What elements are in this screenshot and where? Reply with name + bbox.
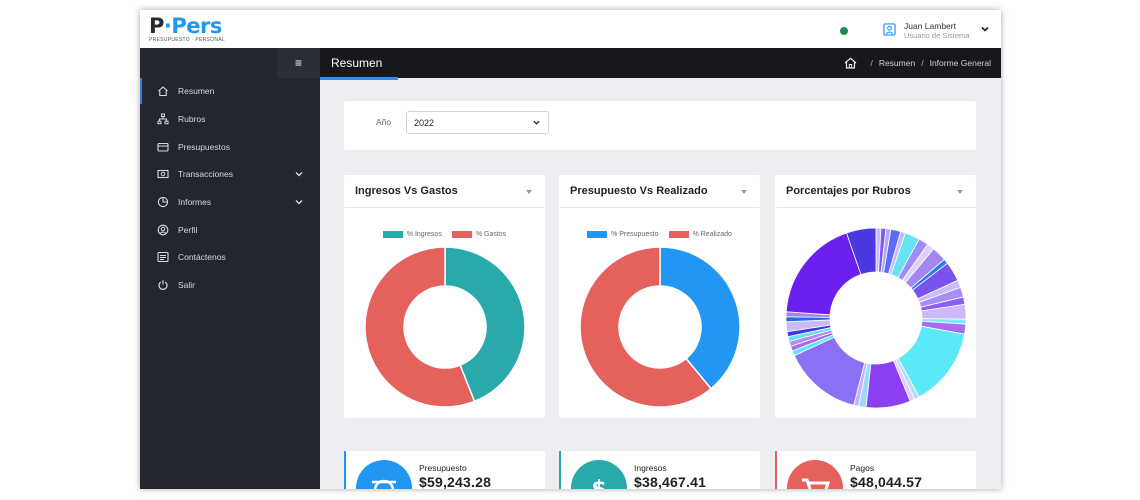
breadcrumb: / Resumen / Informe General bbox=[844, 57, 991, 69]
caret-down-icon[interactable] bbox=[741, 190, 747, 194]
menu-toggle-button[interactable]: ≡ bbox=[277, 48, 320, 78]
stat-label: Ingresos bbox=[634, 463, 667, 473]
donut-chart[interactable] bbox=[579, 246, 741, 408]
chart-card-porcentajes-por-rubros: Porcentajes por Rubros bbox=[775, 175, 976, 418]
chart-legend: % Presupuesto % Realizado bbox=[559, 231, 760, 238]
sitemap-icon bbox=[157, 113, 169, 125]
caret-down-icon[interactable] bbox=[957, 190, 963, 194]
stat-card-presupuesto: Presupuesto $59,243.28 bbox=[344, 451, 545, 489]
cart-icon bbox=[787, 460, 843, 489]
stat-card-pagos: Pagos $48,044.57 bbox=[775, 451, 976, 489]
home-icon[interactable] bbox=[844, 57, 857, 69]
year-label: Año bbox=[376, 117, 392, 127]
year-filter-card: Año 2022 bbox=[344, 101, 976, 150]
breadcrumb-item-resumen[interactable]: Resumen bbox=[878, 58, 916, 68]
donut-slice[interactable] bbox=[444, 246, 526, 403]
chart-legend: % Ingresos % Gastos bbox=[344, 231, 545, 238]
stat-value: $59,243.28 bbox=[419, 474, 492, 489]
donut-slice[interactable] bbox=[364, 246, 476, 408]
money-icon bbox=[157, 169, 169, 179]
sidebar-item-informes[interactable]: Informes bbox=[140, 189, 320, 215]
legend-item[interactable]: % Presupuesto bbox=[587, 231, 659, 238]
caret-down-icon[interactable] bbox=[526, 190, 532, 194]
top-bar: P·Pers PRESUPUESTO · PERSONAL Juan Lambe… bbox=[140, 10, 1001, 48]
stat-card-ingresos: $ Ingresos $38,467.41 bbox=[559, 451, 760, 489]
pie-chart-icon bbox=[157, 196, 169, 208]
stat-value: $38,467.41 bbox=[634, 474, 707, 489]
message-icon bbox=[157, 251, 169, 263]
legend-swatch bbox=[382, 231, 403, 238]
stat-label: Pagos bbox=[850, 463, 875, 473]
donut-slice[interactable] bbox=[579, 246, 713, 408]
legend-item[interactable]: % Realizado bbox=[668, 231, 732, 238]
chevron-down-icon bbox=[295, 200, 303, 205]
user-name: Juan Lambert bbox=[904, 21, 956, 31]
legend-swatch bbox=[451, 231, 472, 238]
user-menu[interactable]: Juan Lambert Usuario de Sistema bbox=[883, 21, 989, 41]
user-badge-icon bbox=[883, 23, 896, 36]
sidebar-item-resumen[interactable]: Resumen bbox=[140, 78, 320, 104]
breadcrumb-item-informe-general: Informe General bbox=[929, 58, 991, 68]
card-title: Presupuesto Vs Realizado bbox=[570, 185, 708, 197]
donut-chart[interactable] bbox=[785, 227, 967, 409]
svg-text:$: $ bbox=[591, 477, 606, 489]
legend-item[interactable]: % Gastos bbox=[451, 231, 506, 238]
app-window: P·Pers PRESUPUESTO · PERSONAL Juan Lambe… bbox=[140, 10, 1001, 489]
legend-item[interactable]: % Ingresos bbox=[382, 231, 442, 238]
legend-swatch bbox=[668, 231, 689, 238]
dollar-icon: $ bbox=[571, 460, 627, 489]
card-title: Porcentajes por Rubros bbox=[786, 185, 911, 197]
sidebar bbox=[140, 48, 320, 489]
chart-card-ingresos-vs-gastos: Ingresos Vs Gastos % Ingresos % Gastos bbox=[344, 175, 545, 418]
sidebar-item-transacciones[interactable]: Transacciones bbox=[140, 161, 320, 187]
home-icon bbox=[158, 86, 168, 97]
chevron-down-icon bbox=[295, 172, 303, 177]
app-logo[interactable]: P·Pers PRESUPUESTO · PERSONAL bbox=[149, 14, 225, 44]
page-title: Resumen bbox=[331, 56, 383, 70]
stat-label: Presupuesto bbox=[419, 463, 467, 473]
donut-slice[interactable] bbox=[659, 246, 741, 390]
page-header: Resumen / Resumen / Informe General bbox=[320, 48, 1001, 80]
chevron-down-icon bbox=[533, 120, 540, 125]
year-select[interactable]: 2022 bbox=[406, 111, 549, 134]
user-role: Usuario de Sistema bbox=[904, 31, 970, 40]
power-icon bbox=[158, 280, 168, 290]
sidebar-item-presupuestos[interactable]: Presupuestos bbox=[140, 134, 320, 160]
chart-card-presupuesto-vs-realizado: Presupuesto Vs Realizado % Presupuesto %… bbox=[559, 175, 760, 418]
sidebar-item-rubros[interactable]: Rubros bbox=[140, 106, 320, 132]
card-title: Ingresos Vs Gastos bbox=[355, 185, 458, 197]
sidebar-item-contactenos[interactable]: Contáctenos bbox=[140, 244, 320, 270]
donut-slice[interactable] bbox=[785, 232, 862, 316]
user-circle-icon bbox=[157, 224, 169, 236]
scale-icon bbox=[356, 460, 412, 489]
hamburger-icon: ≡ bbox=[294, 56, 302, 70]
active-tab-indicator bbox=[320, 77, 398, 80]
stat-value: $48,044.57 bbox=[850, 474, 923, 489]
online-status-indicator bbox=[840, 27, 848, 35]
sidebar-item-perfil[interactable]: Perfil bbox=[140, 217, 320, 243]
donut-chart[interactable] bbox=[364, 246, 526, 408]
sidebar-item-salir[interactable]: Salir bbox=[140, 272, 320, 298]
wallet-icon bbox=[157, 142, 169, 152]
donut-slice[interactable] bbox=[846, 227, 877, 276]
legend-swatch bbox=[587, 231, 608, 238]
chevron-down-icon[interactable] bbox=[981, 25, 989, 33]
